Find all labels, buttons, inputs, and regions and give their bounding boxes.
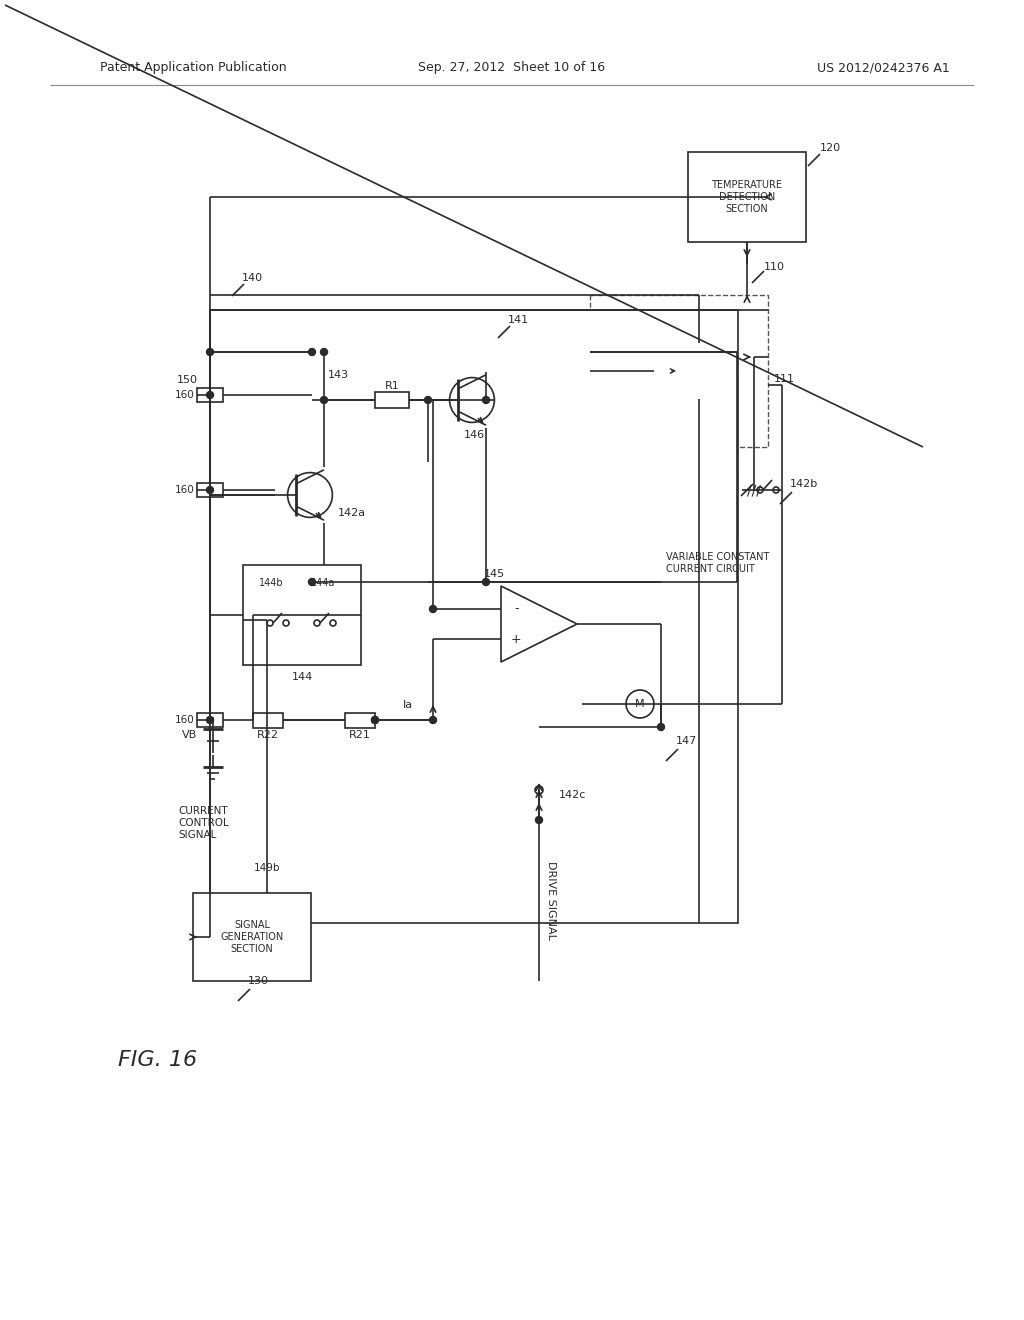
Circle shape (207, 717, 213, 723)
Text: 144a: 144a (311, 578, 335, 587)
Text: 142b: 142b (790, 479, 818, 488)
Bar (582, 665, 722, 743)
Circle shape (425, 396, 431, 404)
Bar (243, 565, 361, 665)
Text: -: - (514, 602, 518, 615)
Text: 146: 146 (464, 430, 484, 440)
Text: 147: 147 (676, 737, 697, 746)
Text: Patent Application Publication: Patent Application Publication (100, 62, 287, 74)
Circle shape (482, 396, 489, 404)
Bar (428, 462, 662, 727)
Text: R22: R22 (257, 730, 279, 741)
Text: Sep. 27, 2012  Sheet 10 of 16: Sep. 27, 2012 Sheet 10 of 16 (419, 62, 605, 74)
Text: DRIVE SIGNAL: DRIVE SIGNAL (546, 861, 556, 940)
Text: VB: VB (181, 730, 197, 741)
Bar (375, 392, 409, 408)
Text: 120: 120 (820, 143, 841, 153)
Text: 160: 160 (175, 715, 195, 725)
Bar (312, 352, 737, 582)
Text: TEMPERATURE
DETECTION
SECTION: TEMPERATURE DETECTION SECTION (712, 181, 782, 214)
Text: 142a: 142a (338, 508, 367, 517)
Text: 110: 110 (764, 261, 785, 272)
Circle shape (657, 723, 665, 730)
Text: R1: R1 (385, 381, 399, 391)
Text: 160: 160 (175, 389, 195, 400)
Circle shape (321, 396, 328, 404)
Text: SIGNAL
GENERATION
SECTION: SIGNAL GENERATION SECTION (220, 920, 284, 953)
Circle shape (536, 817, 543, 824)
Circle shape (429, 606, 436, 612)
Bar (590, 294, 768, 447)
Text: 143: 143 (328, 370, 349, 380)
Bar (193, 894, 311, 981)
Circle shape (372, 717, 379, 723)
Text: 149b: 149b (254, 863, 281, 873)
Text: 140: 140 (242, 273, 263, 282)
Circle shape (207, 487, 213, 494)
Circle shape (429, 717, 436, 723)
Text: US 2012/0242376 A1: US 2012/0242376 A1 (817, 62, 950, 74)
Text: FIG. 16: FIG. 16 (118, 1049, 198, 1071)
Circle shape (372, 717, 379, 723)
Circle shape (308, 348, 315, 355)
Text: 144: 144 (292, 672, 312, 682)
Text: ///: /// (746, 483, 761, 498)
Text: 145: 145 (484, 569, 505, 579)
Bar (197, 388, 223, 403)
Text: 130: 130 (248, 975, 269, 986)
Text: VARIABLE CONSTANT
CURRENT CIRCUIT: VARIABLE CONSTANT CURRENT CIRCUIT (666, 552, 769, 573)
Bar (253, 713, 283, 727)
Text: 141: 141 (508, 315, 529, 325)
Bar (210, 310, 738, 923)
Text: CURRENT
CONTROL
SIGNAL: CURRENT CONTROL SIGNAL (178, 807, 228, 840)
Circle shape (482, 578, 489, 586)
Text: 111: 111 (773, 374, 795, 384)
Circle shape (321, 348, 328, 355)
Text: 144b: 144b (259, 578, 284, 587)
Text: 150: 150 (177, 375, 198, 385)
Text: 160: 160 (175, 484, 195, 495)
Bar (345, 713, 375, 727)
Text: Ia: Ia (402, 700, 413, 710)
Text: +: + (511, 632, 521, 645)
Text: M: M (635, 700, 645, 709)
Circle shape (308, 578, 315, 586)
Bar (197, 483, 223, 498)
Text: 142c: 142c (559, 789, 587, 800)
Circle shape (207, 348, 213, 355)
Bar (197, 713, 223, 727)
Text: R21: R21 (349, 730, 371, 741)
Circle shape (207, 392, 213, 399)
Bar (688, 152, 806, 242)
